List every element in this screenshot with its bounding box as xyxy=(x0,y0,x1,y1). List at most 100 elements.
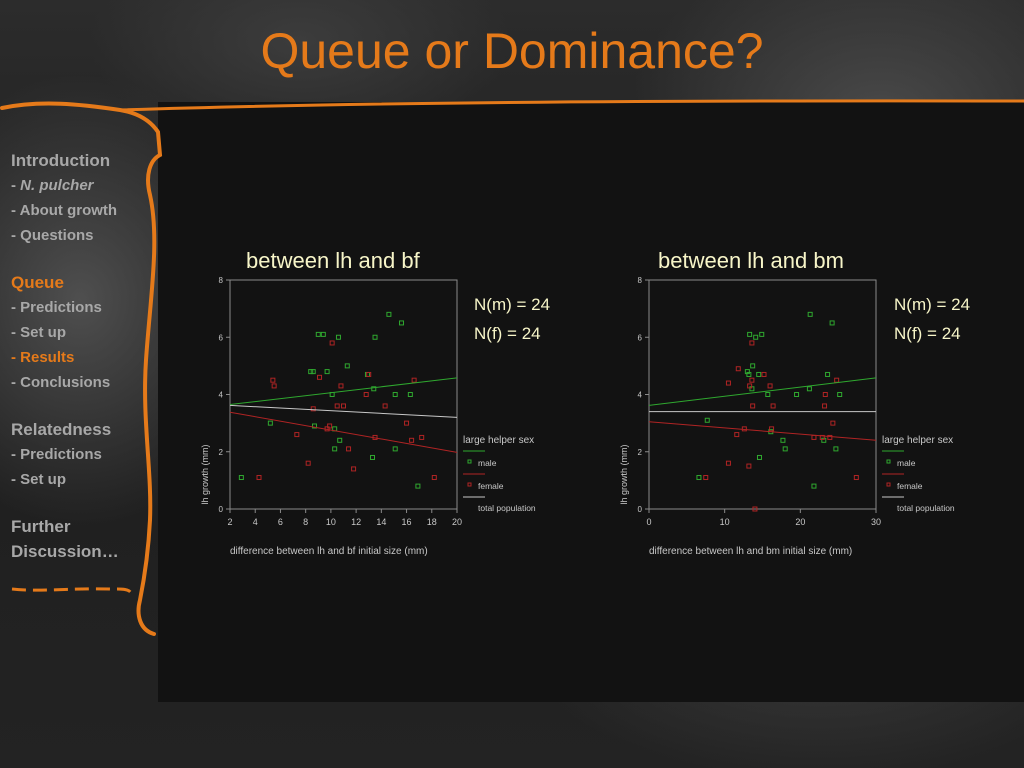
legend-female-label: female xyxy=(897,481,923,491)
legend-female-label: female xyxy=(478,481,504,491)
male-point xyxy=(837,392,843,397)
nav-item-label: N. pulcher xyxy=(20,177,94,194)
nav-item-7[interactable]: - Set up xyxy=(11,324,66,341)
female-point xyxy=(822,392,828,397)
y-tick-label: 4 xyxy=(638,391,643,400)
female-point xyxy=(725,380,731,386)
nav-item-1[interactable]: - N. pulcher xyxy=(11,173,161,198)
male-point xyxy=(344,363,350,369)
y-tick-label: 0 xyxy=(219,505,224,514)
nav-item-9[interactable]: - Conclusions xyxy=(11,374,111,391)
male-point xyxy=(392,446,398,452)
male-point xyxy=(315,331,321,337)
female-point xyxy=(752,506,758,512)
male-point xyxy=(308,369,314,375)
x-tick-label: 20 xyxy=(452,517,462,527)
legend-male-label: male xyxy=(897,458,916,468)
female-point xyxy=(734,432,740,438)
nav-item-12[interactable]: - Predictions xyxy=(11,446,102,463)
navigation-menu: Introduction - N. pulcher - About growth - … xyxy=(11,148,161,564)
male-point xyxy=(310,369,316,375)
nav-item-13[interactable]: - Set up xyxy=(11,471,66,488)
female-point xyxy=(749,340,755,346)
female-point xyxy=(703,475,709,481)
male-point xyxy=(267,420,273,426)
male-point xyxy=(320,331,326,337)
male-point xyxy=(392,392,398,397)
y-tick-label: 8 xyxy=(219,276,224,285)
y-axis-label: lh growth (mm) xyxy=(619,444,629,504)
female-point xyxy=(735,366,741,372)
nav-item-prefix: - xyxy=(11,177,21,194)
x-tick-label: 14 xyxy=(376,517,386,527)
x-tick-label: 30 xyxy=(871,517,881,527)
y-tick-label: 4 xyxy=(219,391,224,400)
male-point xyxy=(332,446,338,452)
nav-item-11[interactable]: Relatedness xyxy=(11,420,112,439)
nav-item-8[interactable]: - Results xyxy=(11,349,75,366)
female-point xyxy=(271,383,277,389)
y-tick-label: 2 xyxy=(638,448,643,457)
nav-item-2[interactable]: - About growth xyxy=(11,202,118,219)
male-point xyxy=(238,475,244,481)
female-point xyxy=(346,446,352,452)
x-tick-label: 16 xyxy=(402,517,412,527)
nav-item-16[interactable]: Discussion… xyxy=(11,542,119,561)
male-point xyxy=(337,437,343,443)
female-point xyxy=(431,475,437,481)
female-point xyxy=(830,420,836,426)
female-point xyxy=(305,460,311,466)
female-point xyxy=(310,406,316,412)
legend-male-marker xyxy=(467,459,472,464)
female-point xyxy=(411,377,417,383)
female-point xyxy=(341,403,346,409)
female-point xyxy=(725,460,731,466)
male-point xyxy=(407,392,413,397)
x-tick-label: 20 xyxy=(795,517,805,527)
female-point xyxy=(770,403,776,409)
x-tick-label: 8 xyxy=(303,517,308,527)
x-tick-label: 2 xyxy=(227,517,232,527)
nav-item-6[interactable]: - Predictions xyxy=(11,299,102,316)
male-point xyxy=(370,454,376,460)
male-point xyxy=(765,392,771,397)
female-fit-line xyxy=(229,411,458,453)
x-tick-label: 10 xyxy=(720,517,730,527)
male-point xyxy=(386,311,392,317)
female-point xyxy=(366,371,372,377)
female-point xyxy=(822,403,828,409)
female-point xyxy=(834,377,840,383)
legend-title: large helper sex xyxy=(882,435,953,446)
total-population-fit-line xyxy=(229,404,458,418)
y-tick-label: 6 xyxy=(638,333,643,342)
female-point xyxy=(419,434,425,440)
male-point xyxy=(750,363,756,369)
chart-2-sample-sizes: N(m) = 24 N(f) = 24 xyxy=(894,290,970,348)
male-point xyxy=(372,334,378,340)
x-axis-label: difference between lh and bf initial siz… xyxy=(230,546,428,557)
y-axis-label: lh growth (mm) xyxy=(200,444,210,504)
y-tick-label: 0 xyxy=(638,505,643,514)
male-point xyxy=(324,369,330,375)
nav-item-3[interactable]: - Questions xyxy=(11,227,94,244)
female-point xyxy=(750,403,756,409)
female-point xyxy=(747,383,753,389)
legend-title: large helper sex xyxy=(463,435,534,446)
y-tick-label: 6 xyxy=(219,333,224,342)
chart-1-sample-sizes: N(m) = 24 N(f) = 24 xyxy=(474,290,550,348)
female-point xyxy=(270,377,276,383)
male-point xyxy=(829,320,835,326)
nav-item-15[interactable]: Further xyxy=(11,517,71,536)
nav-item-5[interactable]: Queue xyxy=(11,273,64,292)
female-point xyxy=(334,403,340,409)
x-tick-label: 10 xyxy=(326,517,336,527)
chart-1-n-male: N(m) = 24 xyxy=(474,295,551,314)
chart-1-n-female: N(f) = 24 xyxy=(474,324,541,343)
male-point xyxy=(807,311,813,317)
female-point xyxy=(741,426,747,432)
x-tick-label: 6 xyxy=(278,517,283,527)
nav-item-0[interactable]: Introduction xyxy=(11,151,111,170)
female-point xyxy=(329,340,335,346)
